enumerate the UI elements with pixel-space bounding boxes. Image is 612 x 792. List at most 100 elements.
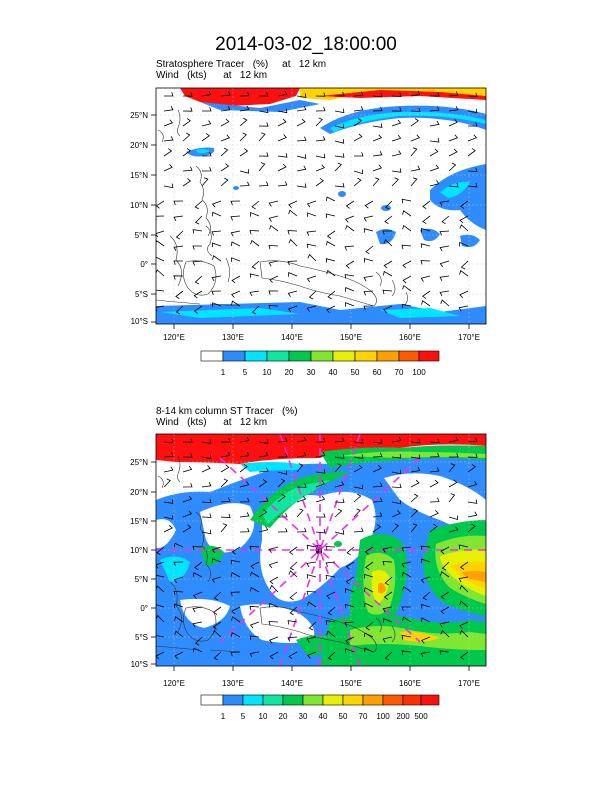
wind-barb (467, 122, 478, 127)
wind-barb (182, 92, 193, 97)
wind-barb (363, 228, 374, 233)
wind-barb (201, 166, 212, 172)
wind-barb (231, 275, 241, 284)
wind-barb (231, 616, 241, 623)
wind-barb (269, 275, 279, 283)
wind-barb (239, 452, 250, 458)
wind-barb (334, 123, 345, 129)
wind-barb (288, 651, 298, 660)
wind-barb (220, 513, 231, 519)
wind-barb (467, 183, 478, 188)
wind-barb (277, 118, 287, 127)
wind-barb (441, 561, 450, 571)
wind-barb (212, 255, 222, 262)
wind-barb (251, 305, 260, 315)
wind-barb (459, 630, 469, 638)
wind-barb (363, 257, 374, 263)
wind-barb (249, 605, 260, 611)
bottom-lat-label: 0° (140, 604, 148, 613)
wind-barb (220, 118, 230, 127)
wind-barb (220, 497, 231, 503)
wind-barb (402, 284, 412, 292)
wind-barb (277, 437, 288, 443)
wind-barb (220, 177, 229, 187)
wind-barb (401, 546, 412, 552)
bottom-cbar-label: 70 (359, 712, 368, 721)
wind-barb (391, 469, 402, 475)
wind-barb (353, 91, 364, 97)
wind-barb (402, 571, 412, 578)
wind-barb (308, 621, 317, 631)
wind-barb (429, 510, 439, 518)
bottom-lat-label: 15°N (130, 517, 148, 526)
wind-barb (372, 93, 383, 98)
wind-barb (201, 152, 212, 157)
wind-barb (289, 546, 298, 555)
wind-barb (220, 523, 228, 533)
wind-barb (410, 90, 421, 97)
wind-barb (391, 92, 402, 98)
wind-barb (231, 632, 241, 638)
wind-barb (372, 134, 383, 142)
wind-barb (175, 290, 184, 300)
wind-barb (364, 587, 374, 593)
wind-barb (201, 439, 212, 444)
wind-barb (239, 132, 247, 142)
top-cbar-label: 20 (285, 368, 294, 377)
bottom-coastlines (156, 455, 396, 653)
wind-barb (173, 561, 184, 567)
wind-barb (334, 498, 345, 503)
wind-barb (467, 92, 478, 98)
wind-barb (421, 558, 431, 564)
wind-barb (211, 576, 222, 583)
wind-barb (277, 134, 287, 142)
wind-barb (383, 305, 393, 313)
wind-barb (363, 573, 374, 579)
wind-barb (315, 437, 326, 443)
wind-barb (306, 561, 317, 568)
wind-barb (269, 224, 279, 232)
wind-barb (163, 136, 174, 142)
wind-barb (220, 106, 231, 112)
wind-barb (175, 305, 184, 315)
wind-barb (277, 108, 288, 114)
wind-barb (268, 260, 279, 267)
wind-barb (277, 90, 288, 97)
wind-barb (385, 200, 393, 210)
wind-barb (220, 163, 230, 172)
wind-barb (175, 230, 184, 240)
wind-barb (420, 243, 431, 248)
wind-barb (345, 224, 355, 232)
wind-barb (249, 621, 260, 629)
wind-barb (192, 545, 203, 551)
wind-barb (213, 591, 222, 601)
wind-barb (239, 148, 249, 157)
wind-barb (402, 260, 412, 269)
top-lon-label: 170°E (458, 333, 480, 342)
wind-barb (384, 576, 393, 586)
wind-barb (448, 436, 459, 443)
wind-barb (459, 241, 469, 247)
wind-barb (307, 601, 317, 608)
wind-barb (230, 200, 241, 206)
wind-barb (306, 200, 317, 208)
wind-barb (467, 523, 476, 533)
wind-barb (391, 523, 399, 533)
wind-barb (448, 479, 458, 488)
wind-barb (420, 576, 431, 584)
wind-barb (315, 480, 326, 488)
wind-barb (288, 200, 298, 208)
wind-barb (422, 200, 431, 210)
wind-barb (325, 561, 336, 567)
wind-barb (239, 91, 250, 97)
wind-barb (269, 651, 279, 660)
wind-barb (327, 290, 336, 300)
wind-barb (258, 132, 266, 142)
wind-barb (289, 561, 298, 571)
wind-barb (156, 651, 165, 660)
wind-barb (420, 227, 431, 233)
wind-barb (163, 183, 174, 189)
wind-barb (372, 439, 383, 444)
wind-barb (344, 245, 355, 251)
wind-barb (448, 106, 459, 112)
